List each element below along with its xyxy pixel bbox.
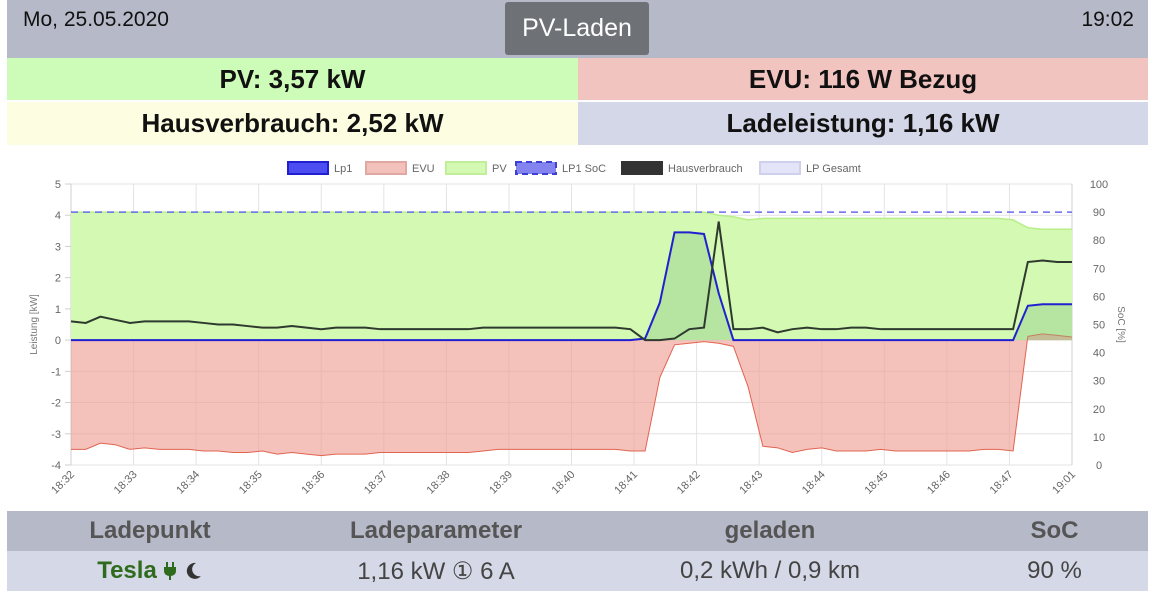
y-tick-label: 0 [55, 335, 61, 347]
y2-tick-label: 30 [1093, 376, 1105, 388]
col-ladeparameter: Ladeparameter [349, 517, 523, 544]
chargepoint-cell[interactable]: Tesla [7, 551, 293, 591]
y2-tick-label: 50 [1093, 320, 1105, 332]
x-tick-label: 18:41 [612, 469, 640, 497]
y2-tick-label: 10 [1093, 432, 1105, 444]
chargepoint-name[interactable]: Tesla [97, 557, 157, 584]
y2-tick-label: 80 [1093, 235, 1105, 247]
top-header: Mo, 25.05.2020 PV-Laden 19:02 [7, 0, 1148, 58]
legend-label: Lp1 [334, 163, 352, 175]
hausverbrauch-tile: Hausverbrauch: 2,52 kW [7, 102, 578, 145]
y2-tick-label: 60 [1093, 291, 1105, 303]
pv-area [71, 212, 1072, 341]
x-tick-label: 18:36 [299, 469, 327, 497]
ladeparameter-value: 1,16 kW ① 6 A [357, 557, 515, 585]
y2-tick-label: 40 [1093, 348, 1105, 360]
chargepoint-table-header: Ladepunkt Ladeparameter geladen SoC [7, 511, 1148, 551]
legend-swatch [287, 161, 329, 175]
legend-label: PV [492, 163, 507, 175]
y-tick-label: -1 [51, 366, 61, 378]
y2-tick-label: 100 [1090, 179, 1108, 191]
x-tick-label: 19:01 [1050, 469, 1078, 497]
mode-button[interactable]: PV-Laden [505, 2, 649, 55]
evu-line [71, 333, 1073, 457]
y-tick-label: -2 [51, 398, 61, 410]
lp1-line [71, 231, 1072, 342]
date-label: Mo, 25.05.2020 [23, 8, 169, 31]
x-tick-label: 18:45 [862, 469, 890, 497]
geladen-value: 0,2 kWh / 0,9 km [679, 557, 861, 584]
y2-tick-label: 20 [1093, 404, 1105, 416]
legend-swatch [515, 161, 557, 175]
soc-value: 90 % [1027, 557, 1082, 584]
time-label: 19:02 [1081, 8, 1134, 31]
evu-area [71, 333, 1072, 456]
legend-label: Hausverbrauch [668, 163, 743, 175]
y-axis-label: Leistung [kW] [29, 294, 40, 355]
plug-icon [163, 561, 177, 581]
y-tick-label: -3 [51, 429, 61, 441]
hausverbrauch-line [70, 221, 1072, 342]
y-tick-label: -4 [51, 460, 61, 472]
col-ladepunkt: Ladepunkt [89, 517, 211, 544]
x-tick-label: 18:43 [737, 469, 765, 497]
y-tick-label: 3 [55, 241, 61, 253]
legend-swatch [365, 161, 407, 175]
x-tick-label: 18:46 [925, 469, 953, 497]
col-soc: SoC [1030, 517, 1079, 544]
legend-label: LP Gesamt [806, 163, 861, 175]
power-chart[interactable]: 543210-1-2-3-4100908070605040302010018:3… [0, 150, 1156, 510]
x-tick-label: 18:34 [174, 469, 202, 497]
pv-line [71, 211, 1072, 231]
y2-axis-label: SoC [%] [1115, 306, 1126, 343]
legend-swatch [621, 161, 663, 175]
y2-tick-label: 90 [1093, 207, 1105, 219]
x-tick-label: 18:37 [362, 469, 390, 497]
pv-tile: PV: 3,57 kW [7, 58, 578, 100]
y-tick-label: 2 [55, 273, 61, 285]
x-tick-label: 18:47 [988, 469, 1016, 497]
y-tick-label: 1 [55, 304, 61, 316]
y-tick-label: 4 [55, 210, 61, 222]
legend-swatch [759, 161, 801, 175]
ladeleistung-tile: Ladeleistung: 1,16 kW [578, 102, 1148, 145]
legend-label: EVU [412, 163, 435, 175]
legend-label: LP1 SoC [562, 163, 606, 175]
table-row[interactable]: Tesla 1,16 kW ① 6 A 0,2 kWh / 0,9 km 90 … [7, 551, 1148, 591]
x-tick-label: 18:38 [425, 469, 453, 497]
x-tick-label: 18:32 [49, 469, 77, 497]
y-tick-label: 5 [55, 179, 61, 191]
x-tick-label: 18:39 [487, 469, 515, 497]
x-tick-label: 18:33 [112, 469, 140, 497]
x-tick-label: 18:42 [675, 469, 703, 497]
col-geladen: geladen [724, 517, 816, 544]
x-tick-label: 18:44 [800, 469, 828, 497]
y2-tick-label: 0 [1096, 460, 1102, 472]
x-tick-label: 18:40 [550, 469, 578, 497]
moon-icon [183, 561, 203, 581]
legend-swatch [445, 161, 487, 175]
y2-tick-label: 70 [1093, 263, 1105, 275]
x-tick-label: 18:35 [237, 469, 265, 497]
evu-tile: EVU: 116 W Bezug [578, 58, 1148, 100]
